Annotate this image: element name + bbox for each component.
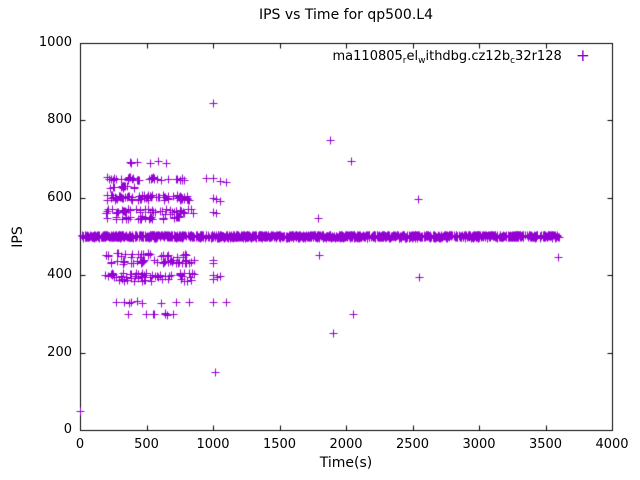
- legend-label-text: ithdbg.cz12b: [425, 49, 511, 64]
- x-tick-label: 500: [134, 437, 159, 452]
- x-tick-label: 2500: [395, 437, 430, 452]
- y-tick-label: 800: [47, 112, 72, 128]
- legend-label-text: el: [406, 49, 419, 64]
- y-tick-label: 1000: [38, 35, 72, 50]
- legend-label-text: ma110805: [332, 49, 403, 64]
- y-tick-label: 600: [47, 189, 72, 205]
- y-tick-label: 400: [47, 267, 72, 283]
- x-tick-label: 3500: [528, 437, 563, 452]
- y-tick-label: 200: [47, 344, 72, 360]
- legend-label-subscript: w: [418, 56, 426, 66]
- x-axis-label: Time(s): [319, 455, 373, 471]
- x-tick-label: 3000: [462, 437, 496, 452]
- x-tick-label: 4000: [595, 437, 629, 452]
- legend: ma110805relwithdbg.cz12bc32r128 +: [332, 46, 590, 67]
- plus-marker-icon: +: [575, 46, 590, 66]
- x-tick-label: 2000: [329, 437, 363, 452]
- y-tick-label: 0: [63, 422, 72, 437]
- legend-label-subscript: r: [402, 56, 407, 66]
- x-tick-label: 1500: [262, 437, 297, 452]
- x-tick-label: 0: [75, 437, 85, 452]
- y-axis-label: IPS: [10, 226, 26, 248]
- chart-title: IPS vs Time for qp500.L4: [258, 7, 433, 23]
- legend-label-subscript: c: [510, 56, 516, 66]
- legend-label-text: 32r128: [515, 49, 562, 64]
- x-tick-label: 1000: [196, 437, 230, 452]
- legend-label: ma110805relwithdbg.cz12bc32r128: [332, 49, 562, 66]
